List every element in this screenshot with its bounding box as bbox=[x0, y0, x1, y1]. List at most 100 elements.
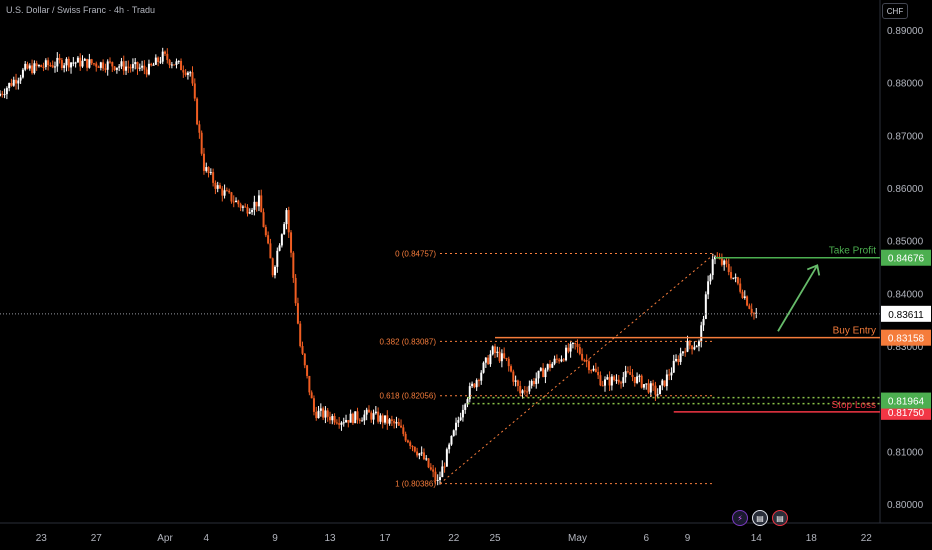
candle-body bbox=[484, 357, 487, 363]
candle-body bbox=[386, 415, 389, 424]
flag-us-icon[interactable]: ▤ bbox=[772, 510, 788, 526]
candle-body bbox=[702, 318, 705, 326]
candle-body bbox=[615, 379, 618, 381]
candle-body bbox=[207, 167, 210, 173]
candle-body bbox=[173, 64, 176, 66]
currency-button[interactable]: CHF bbox=[882, 3, 908, 19]
candle-body bbox=[693, 347, 696, 350]
candle-body bbox=[549, 364, 551, 368]
candle-body bbox=[610, 376, 613, 386]
candle-body bbox=[736, 277, 739, 284]
candle-body bbox=[372, 413, 375, 420]
candle-body bbox=[450, 435, 453, 445]
candle-body bbox=[397, 422, 400, 426]
candle-body bbox=[175, 61, 178, 65]
candle-body bbox=[285, 210, 288, 225]
candle-body bbox=[278, 245, 281, 251]
candle-body bbox=[274, 266, 276, 276]
candle-body bbox=[0, 93, 1, 96]
candle-body bbox=[170, 64, 173, 66]
candle-body bbox=[748, 305, 751, 309]
candle-body bbox=[193, 83, 196, 99]
candle-body bbox=[429, 467, 432, 470]
candle-body bbox=[326, 410, 329, 417]
candle-body bbox=[280, 234, 283, 246]
candle-body bbox=[63, 65, 66, 68]
candle-body bbox=[301, 346, 304, 354]
fib-level-label: 1 (0.80386) bbox=[395, 480, 436, 489]
candle-body bbox=[606, 377, 609, 380]
projection-arrow bbox=[777, 264, 819, 332]
candle-body bbox=[404, 433, 407, 441]
candle-body bbox=[267, 235, 270, 244]
candle-body bbox=[134, 62, 137, 65]
candle-body bbox=[496, 351, 499, 353]
candle-body bbox=[480, 372, 483, 381]
candle-body bbox=[439, 477, 441, 481]
flag-us-icon[interactable]: ▤ bbox=[752, 510, 768, 526]
projection-arrow-head bbox=[806, 264, 821, 276]
price-badge-label: 0.84676 bbox=[888, 254, 925, 265]
candle-body bbox=[622, 377, 625, 384]
candle-body bbox=[166, 53, 169, 60]
candle-body bbox=[12, 79, 15, 86]
candle-body bbox=[743, 296, 746, 298]
candle-body bbox=[432, 469, 435, 472]
candle-body bbox=[180, 60, 183, 71]
candle-body bbox=[487, 357, 490, 365]
candle-body bbox=[505, 357, 508, 359]
candle-body bbox=[443, 466, 446, 468]
candle-body bbox=[700, 325, 703, 342]
candle-body bbox=[177, 60, 180, 62]
candle-body bbox=[125, 66, 128, 71]
candle-body bbox=[86, 58, 89, 68]
candle-body bbox=[294, 277, 297, 304]
candle-body bbox=[237, 200, 240, 205]
candle-body bbox=[303, 353, 306, 366]
candle-body bbox=[436, 480, 439, 482]
candle-body bbox=[425, 458, 428, 460]
candle-body bbox=[150, 63, 153, 66]
candle-body bbox=[118, 66, 121, 68]
candle-body bbox=[539, 368, 542, 371]
price-badge bbox=[881, 249, 931, 266]
candle-body bbox=[594, 368, 597, 372]
candle-body bbox=[544, 369, 547, 378]
candle-body bbox=[15, 79, 18, 84]
candle-body bbox=[629, 372, 632, 375]
candle-body bbox=[675, 358, 678, 361]
candle-body bbox=[672, 360, 675, 373]
candle-body bbox=[292, 252, 295, 278]
candle-body bbox=[390, 419, 393, 421]
candle-body bbox=[734, 277, 737, 279]
candle-body bbox=[406, 440, 409, 443]
candle-body bbox=[555, 358, 558, 360]
candle-body bbox=[535, 378, 538, 385]
candle-body bbox=[471, 383, 474, 387]
candle-body bbox=[358, 419, 361, 421]
candle-body bbox=[654, 385, 657, 395]
lightning-icon[interactable]: ⚡ bbox=[732, 510, 748, 526]
candle-body bbox=[51, 65, 54, 68]
candle-body bbox=[411, 445, 414, 447]
candle-body bbox=[422, 452, 425, 460]
candle-body bbox=[90, 59, 93, 64]
price-badge-label: 0.81750 bbox=[888, 408, 925, 419]
y-tick-label: 0.84000 bbox=[887, 289, 924, 300]
candle-body bbox=[239, 204, 242, 208]
candle-body bbox=[576, 343, 579, 347]
candle-body bbox=[482, 362, 485, 373]
candle-body bbox=[512, 371, 515, 382]
candle-body bbox=[434, 471, 437, 481]
x-tick-label: 27 bbox=[91, 533, 103, 544]
candle-body bbox=[347, 420, 350, 423]
candle-body bbox=[500, 353, 503, 362]
candle-body bbox=[154, 57, 157, 65]
candle-body bbox=[271, 258, 274, 276]
candle-body bbox=[626, 371, 629, 373]
candle-body bbox=[560, 359, 563, 362]
candle-body bbox=[333, 416, 336, 423]
candle-body bbox=[129, 67, 132, 69]
candle-body bbox=[113, 66, 116, 70]
